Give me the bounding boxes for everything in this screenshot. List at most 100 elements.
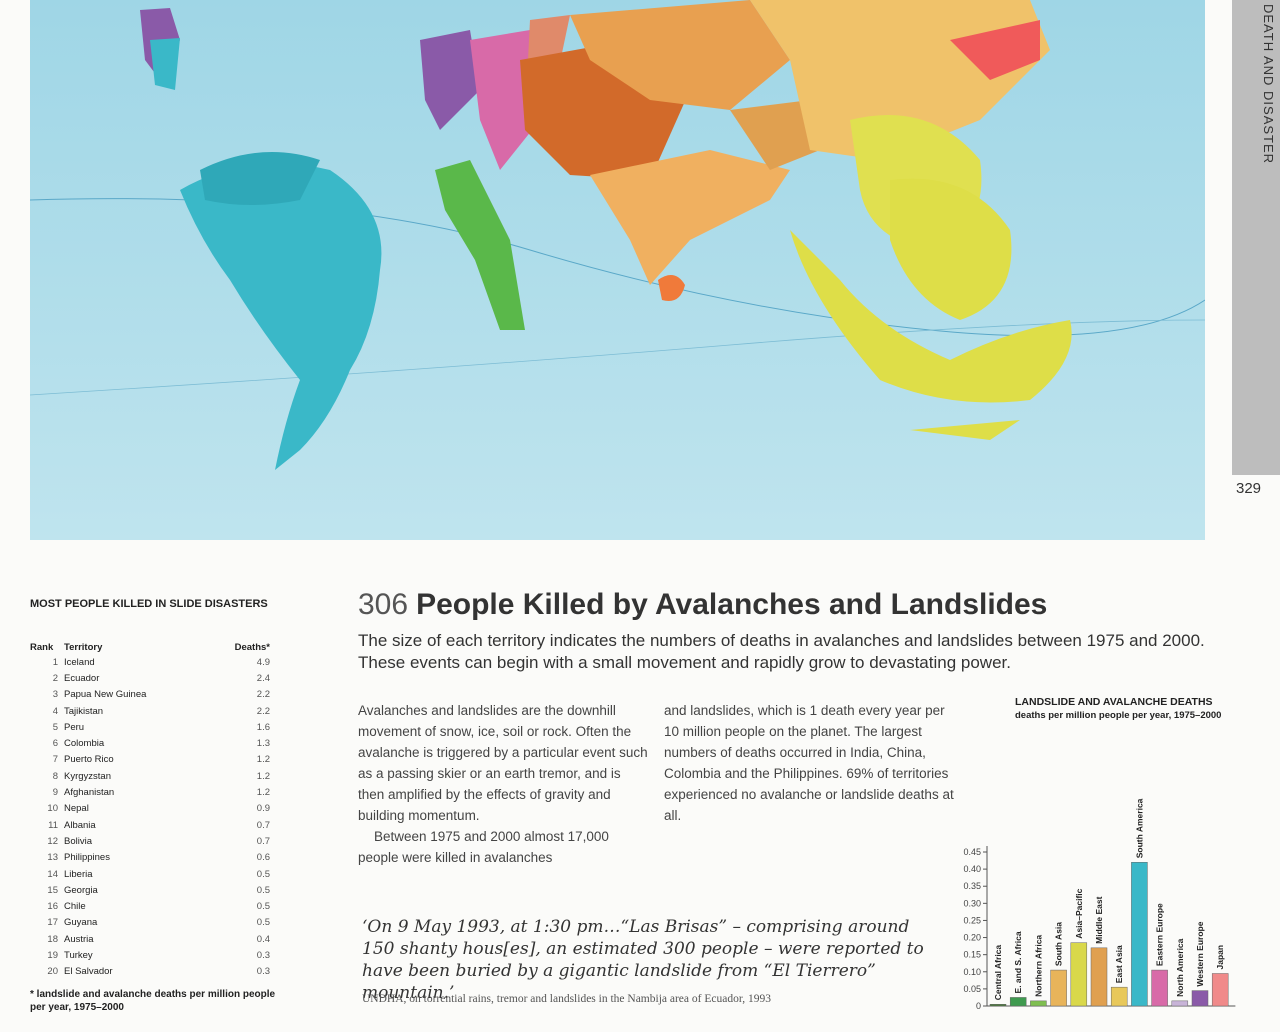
- category-label: South America: [1134, 798, 1144, 858]
- territory-colombia: [200, 152, 320, 205]
- y-tick-label: 0: [976, 1001, 981, 1011]
- category-label: South Asia: [1054, 922, 1064, 966]
- ranking-rank: 19: [47, 949, 58, 961]
- ranking-deaths: 4.9: [256, 656, 270, 668]
- chart-title-block: LANDSLIDE AND AVALANCHE DEATHS deaths pe…: [1015, 696, 1235, 722]
- territory-nepal: [730, 100, 820, 170]
- ranking-rank: 17: [47, 917, 58, 929]
- ranking-deaths: 2.2: [256, 705, 270, 717]
- territory-iceland: [420, 30, 480, 130]
- y-tick-label: 0.25: [963, 915, 981, 925]
- ranking-row: 19 Turkey 0.3: [30, 947, 280, 963]
- body-column-1: Avalanches and landslides are the downhi…: [358, 700, 648, 868]
- map-number: 306: [358, 588, 409, 621]
- ranking-header-territory: Territory: [64, 641, 103, 653]
- ranking-rank: 12: [47, 835, 58, 847]
- ranking-rank: 7: [52, 754, 58, 766]
- ranking-rank: 15: [47, 884, 58, 896]
- territory-africa: [435, 160, 525, 330]
- y-tick-label: 0.05: [963, 984, 981, 994]
- territory-papua-new-guinea: [890, 178, 1012, 320]
- territory-south-america: [180, 163, 382, 471]
- ranking-deaths: 1.3: [256, 738, 270, 750]
- ranking-rank: 14: [47, 868, 58, 880]
- territory-central-america: [150, 38, 180, 90]
- ranking-row: 16 Chile 0.5: [30, 898, 280, 914]
- ranking-row: 8 Kyrgyzstan 1.2: [30, 768, 280, 784]
- ranking-rank: 3: [52, 689, 58, 701]
- ranking-deaths: 0.9: [256, 803, 270, 815]
- bar: [1110, 986, 1128, 1007]
- y-tick-label: 0.20: [963, 933, 981, 943]
- y-tick-label: 0.35: [963, 881, 981, 891]
- bar: [1050, 969, 1067, 1007]
- ranking-deaths: 0.5: [256, 917, 270, 929]
- body-paragraph: Avalanches and landslides are the downhi…: [358, 703, 648, 823]
- category-label: Middle East: [1094, 896, 1104, 943]
- ranking-territory: Puerto Rico: [64, 754, 114, 766]
- ranking-row: 10 Nepal 0.9: [30, 801, 280, 817]
- category-label: East Asia: [1114, 945, 1124, 983]
- ranking-rank: 9: [52, 787, 58, 799]
- ranking-territory: Georgia: [64, 884, 98, 896]
- ranking-footnote: * landslide and avalanche deaths per mil…: [30, 989, 276, 1013]
- bar-chart: 0 0.05 0.10 0.15 0.20 0.25 0.30 0.35 0.40 0.45 Cen…: [963, 798, 1236, 1011]
- ranking-territory: Liberia: [64, 868, 93, 880]
- ranking-row: 20 El Salvador 0.3: [30, 964, 280, 980]
- ranking-territory: El Salvador: [64, 966, 113, 978]
- ranking-rank: 8: [52, 770, 58, 782]
- ranking-deaths: 0.7: [256, 835, 270, 847]
- category-label: Central Africa: [993, 945, 1003, 1001]
- bar: [989, 1004, 1007, 1007]
- ranking-deaths: 1.2: [256, 787, 270, 799]
- page-number: 329: [1236, 480, 1262, 497]
- y-tick-label: 0.10: [963, 967, 981, 977]
- ranking-deaths: 0.6: [256, 852, 270, 864]
- bar: [1030, 1000, 1047, 1007]
- ranking-rank: 10: [47, 803, 58, 815]
- category-label: North America: [1175, 938, 1185, 997]
- ranking-territory: Chile: [64, 901, 86, 913]
- ranking-territory: Peru: [64, 721, 85, 733]
- bar: [1171, 1000, 1189, 1007]
- ranking-row: 18 Austria 0.4: [30, 931, 280, 947]
- territory-japan: [950, 20, 1040, 80]
- ranking-rank: 20: [47, 966, 58, 978]
- ranking-row: 5 Peru 1.6: [30, 719, 280, 735]
- ranking-deaths: 1.6: [256, 721, 270, 733]
- category-label: E. and S. Africa: [1013, 931, 1023, 993]
- cartogram-map: [30, 0, 1205, 540]
- ranking-territory: Bolivia: [64, 835, 92, 847]
- section-label: DEATH AND DISASTER: [1261, 4, 1276, 165]
- ranking-deaths: 0.4: [256, 933, 270, 945]
- section-tab: [1232, 0, 1280, 475]
- ranking-body: 1 Iceland 4.9 2 Ecuador 2.4 3 Papua New Guinea 2…: [30, 654, 280, 980]
- territory-central-asia: [570, 0, 790, 110]
- ranking-territory: Iceland: [64, 656, 95, 668]
- ranking-deaths: 2.2: [256, 689, 270, 701]
- ranking-rank: 16: [47, 901, 58, 913]
- ranking-deaths: 1.2: [256, 754, 270, 766]
- ranking-territory: Afghanistan: [64, 787, 115, 799]
- ranking-territory: Tajikistan: [64, 705, 104, 717]
- ranking-deaths: 0.7: [256, 819, 270, 831]
- bar: [1211, 973, 1229, 1007]
- bar: [1009, 997, 1027, 1007]
- ranking-territory: Nepal: [64, 803, 89, 815]
- chart-subtitle: deaths per million people per year, 1975…: [1015, 710, 1222, 721]
- y-tick-label: 0.45: [963, 847, 981, 857]
- ranking-row: 13 Philippines 0.6: [30, 850, 280, 866]
- body-paragraph: and landslides, which is 1 death every y…: [664, 703, 954, 823]
- ranking-rank: 11: [48, 819, 58, 831]
- ranking-table: Rank Territory Deaths* 1 Iceland 4.9 2 Ecuad…: [30, 640, 280, 980]
- ranking-rank: 13: [47, 852, 58, 864]
- title-text: People Killed by Avalanches and Landslid…: [416, 588, 1048, 621]
- ranking-rank: 2: [52, 672, 58, 684]
- ranking-territory: Guyana: [64, 917, 98, 929]
- y-tick-label: 0.15: [963, 950, 981, 960]
- ranking-rank: 18: [47, 933, 58, 945]
- ranking-territory: Colombia: [64, 738, 105, 750]
- bar: [1151, 969, 1168, 1007]
- category-label: Japan: [1215, 945, 1225, 970]
- y-tick-label: 0.30: [963, 898, 981, 908]
